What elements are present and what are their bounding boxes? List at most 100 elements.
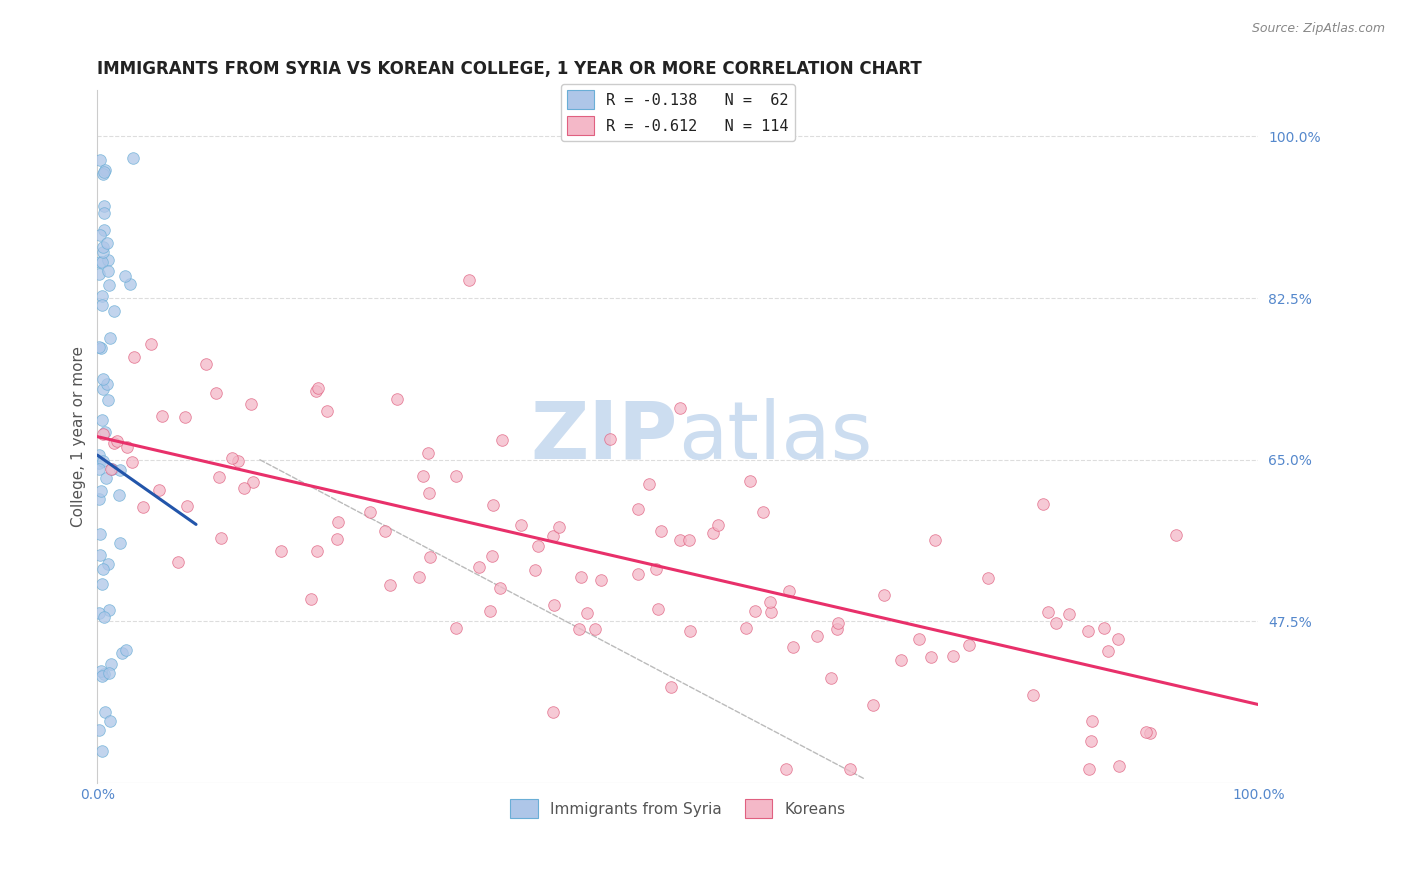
Point	[89, 548, 111, 562]
Point	[209, 531, 232, 545]
Point	[1080, 734, 1102, 748]
Point	[98, 603, 121, 617]
Point	[207, 470, 229, 484]
Point	[103, 435, 125, 450]
Point	[93, 199, 115, 213]
Point	[89, 227, 111, 242]
Point	[98, 714, 121, 728]
Point	[93, 163, 115, 178]
Point	[87, 340, 110, 354]
Point	[924, 533, 946, 548]
Point	[707, 518, 730, 533]
Point	[1107, 632, 1129, 646]
Point	[93, 165, 115, 179]
Point	[541, 528, 564, 542]
Point	[1081, 714, 1104, 728]
Legend: Immigrants from Syria, Koreans: Immigrants from Syria, Koreans	[505, 793, 852, 824]
Point	[91, 744, 114, 758]
Point	[1021, 688, 1043, 702]
Point	[100, 461, 122, 475]
Point	[759, 595, 782, 609]
Point	[91, 669, 114, 683]
Point	[87, 267, 110, 281]
Point	[647, 602, 669, 616]
Point	[744, 604, 766, 618]
Point	[523, 563, 546, 577]
Point	[489, 582, 512, 596]
Point	[111, 646, 134, 660]
Point	[89, 153, 111, 167]
Point	[862, 698, 884, 712]
Point	[627, 501, 650, 516]
Point	[176, 499, 198, 513]
Point	[121, 151, 143, 165]
Point	[98, 277, 121, 292]
Point	[91, 167, 114, 181]
Point	[782, 640, 804, 654]
Point	[576, 606, 599, 620]
Point	[1032, 497, 1054, 511]
Point	[242, 475, 264, 489]
Point	[103, 304, 125, 318]
Point	[91, 372, 114, 386]
Point	[378, 578, 401, 592]
Text: IMMIGRANTS FROM SYRIA VS KOREAN COLLEGE, 1 YEAR OR MORE CORRELATION CHART: IMMIGRANTS FROM SYRIA VS KOREAN COLLEGE,…	[97, 60, 922, 78]
Point	[105, 434, 128, 448]
Point	[114, 268, 136, 283]
Point	[1077, 624, 1099, 638]
Point	[419, 550, 441, 565]
Point	[467, 560, 489, 574]
Point	[96, 377, 118, 392]
Point	[299, 591, 322, 606]
Point	[1139, 725, 1161, 739]
Point	[569, 570, 592, 584]
Point	[93, 667, 115, 681]
Point	[444, 468, 467, 483]
Point	[1135, 724, 1157, 739]
Point	[838, 762, 860, 776]
Point	[91, 240, 114, 254]
Point	[97, 264, 120, 278]
Point	[543, 705, 565, 719]
Point	[418, 486, 440, 500]
Point	[97, 558, 120, 572]
Point	[806, 629, 828, 643]
Point	[108, 488, 131, 502]
Point	[204, 386, 226, 401]
Point	[638, 477, 661, 491]
Point	[307, 381, 329, 395]
Point	[740, 474, 762, 488]
Point	[543, 598, 565, 612]
Point	[644, 562, 666, 576]
Point	[591, 573, 613, 587]
Point	[825, 622, 848, 636]
Point	[91, 382, 114, 396]
Point	[873, 588, 896, 602]
Point	[527, 539, 550, 553]
Point	[232, 481, 254, 495]
Point	[89, 723, 111, 738]
Point	[87, 606, 110, 620]
Point	[752, 506, 775, 520]
Point	[326, 532, 349, 546]
Point	[408, 570, 430, 584]
Point	[98, 331, 121, 345]
Text: Source: ZipAtlas.com: Source: ZipAtlas.com	[1251, 22, 1385, 36]
Point	[174, 409, 197, 424]
Point	[90, 577, 112, 591]
Point	[1108, 759, 1130, 773]
Point	[778, 583, 800, 598]
Point	[132, 500, 155, 515]
Point	[150, 409, 173, 423]
Point	[305, 384, 328, 398]
Point	[87, 456, 110, 470]
Point	[1045, 616, 1067, 631]
Point	[93, 609, 115, 624]
Point	[374, 524, 396, 538]
Point	[478, 604, 501, 618]
Point	[679, 624, 702, 638]
Point	[97, 666, 120, 681]
Point	[91, 562, 114, 576]
Point	[89, 461, 111, 475]
Point	[908, 632, 931, 647]
